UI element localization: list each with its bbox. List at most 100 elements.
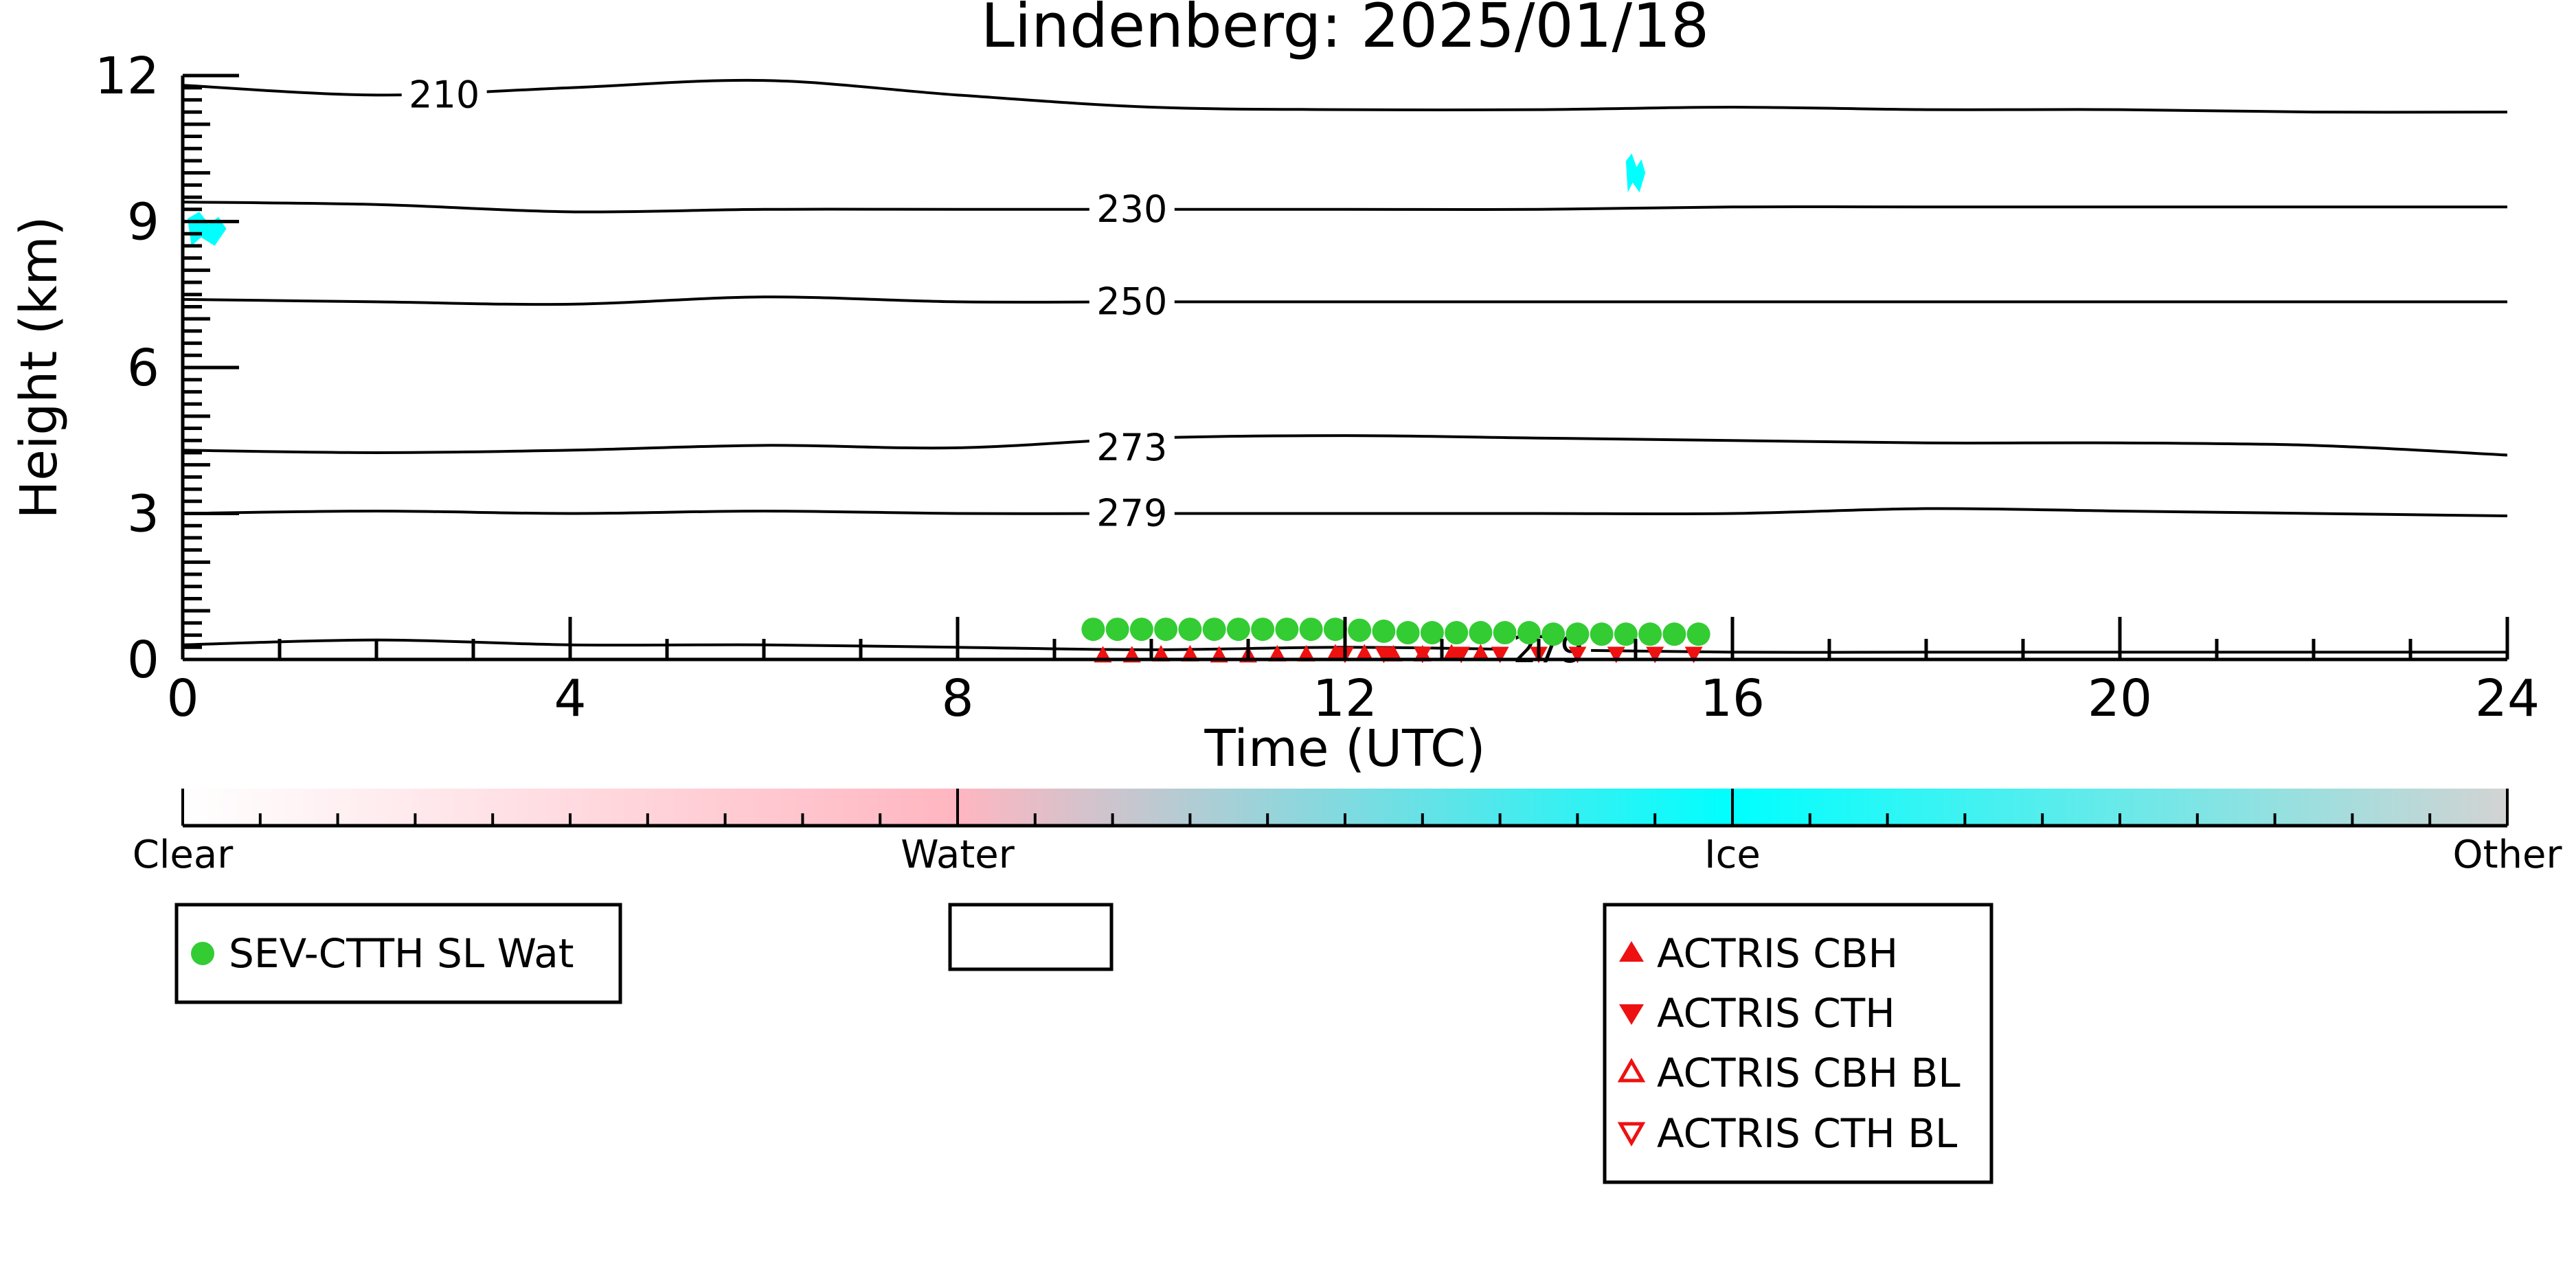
- y-axis-label: Height (km): [10, 216, 69, 519]
- x-tick-label: 12: [1313, 669, 1377, 728]
- legend-box: [1603, 903, 1993, 1184]
- marker-point: [1607, 646, 1625, 664]
- marker-point: [1590, 622, 1614, 646]
- contour-label-background: [1089, 493, 1175, 534]
- marker-point: [1355, 644, 1374, 661]
- contour-line-230: [183, 201, 2507, 214]
- y-tick-label: 12: [95, 47, 159, 106]
- marker-point: [1396, 621, 1420, 645]
- y-tick-label: 0: [127, 631, 159, 690]
- contour-label: 279: [1096, 492, 1167, 535]
- marker-point: [1541, 622, 1566, 646]
- marker-point: [1268, 644, 1287, 662]
- marker-point: [1105, 618, 1129, 642]
- colorbar-ticks: [181, 789, 2509, 826]
- legend-satellite: SEV-CTTH SL Wat: [174, 903, 622, 1004]
- colorbar-label: Other: [2452, 833, 2562, 877]
- contour-line-279: [183, 507, 2507, 518]
- contour-label-background: [401, 74, 487, 116]
- marker-point: [1202, 618, 1226, 642]
- contour-label-background: [1089, 427, 1175, 468]
- legend-entry: SEV-CTTH SL Wat: [229, 930, 574, 977]
- contour-line-210: [183, 78, 2507, 114]
- marker-point: [1568, 646, 1587, 664]
- marker-point: [1686, 622, 1710, 646]
- temperature-contours: [183, 78, 2507, 654]
- colorbar-labels: Clear Water Ice Other: [133, 833, 2563, 877]
- marker-point: [1384, 644, 1403, 662]
- y-tick-label: 3: [127, 485, 159, 544]
- x-tick-label: 20: [2088, 669, 2152, 728]
- marker-point: [1299, 618, 1323, 642]
- marker-point: [1226, 618, 1250, 642]
- contour-label: 273: [1096, 426, 1167, 469]
- legend-entry: ACTRIS CBH: [1657, 930, 1898, 977]
- marker-point: [1251, 618, 1275, 642]
- colorbar-label: Ice: [1704, 833, 1761, 877]
- y-ticks: 0 3 6 9 12: [95, 47, 239, 690]
- ice-cloud-patch: [1625, 153, 1646, 192]
- contour-label-background: [1089, 281, 1175, 323]
- phase-colorbar: Clear Water Ice Other: [133, 789, 2563, 877]
- marker-point: [1420, 621, 1444, 645]
- legend-entry: ACTRIS CTH BL: [1657, 1110, 1957, 1157]
- marker-point: [1181, 644, 1199, 662]
- marker-point: [1323, 618, 1347, 642]
- marker-point: [1152, 644, 1171, 662]
- legend-empty: [948, 903, 1114, 971]
- legend-box: [948, 903, 1114, 971]
- marker-point: [1326, 644, 1344, 661]
- marker-point: [1646, 646, 1664, 664]
- contour-label: 210: [409, 73, 479, 116]
- legend-actris: ACTRIS CBH ACTRIS CTH ACTRIS CBH BL ACTR…: [1603, 903, 1993, 1184]
- marker-point: [1154, 618, 1178, 642]
- marker-point: [1129, 618, 1153, 642]
- marker-point: [1297, 644, 1315, 662]
- x-tick-label: 0: [166, 669, 199, 728]
- marker-point: [1445, 621, 1469, 645]
- y-tick-label: 9: [127, 193, 159, 252]
- marker-point: [1452, 646, 1471, 664]
- marker-point: [1372, 619, 1396, 643]
- marker-point: [1662, 622, 1686, 646]
- marker-point: [1081, 618, 1105, 642]
- marker-point: [1684, 646, 1703, 664]
- marker-point: [1348, 618, 1372, 642]
- marker-point: [1375, 646, 1393, 664]
- marker-point: [1469, 621, 1493, 645]
- legend-marker-triangle-down-open: [1617, 1122, 1646, 1147]
- colorbar-label: Water: [901, 833, 1015, 877]
- contour-label-background: [1089, 188, 1175, 230]
- marker-point: [1275, 618, 1299, 642]
- axes: 0 4 8 12 16 20 24 0 3 6 9 12: [95, 47, 2540, 728]
- legend-marker-triangle-up: [1619, 941, 1644, 962]
- marker-point: [1566, 622, 1590, 646]
- marker-point: [1443, 644, 1461, 661]
- legend-box: [174, 903, 622, 1004]
- marker-point: [1491, 646, 1509, 664]
- x-tick-label: 8: [941, 669, 973, 728]
- marker-point: [1638, 622, 1662, 646]
- x-ticks: 0 4 8 12 16 20 24: [166, 617, 2540, 728]
- series-markers: [1081, 618, 1710, 664]
- legend-entry: ACTRIS CTH: [1657, 990, 1895, 1037]
- x-axis-label: Time (UTC): [1204, 719, 1485, 778]
- marker-point: [1493, 621, 1517, 645]
- contour-label: 250: [1096, 280, 1167, 323]
- ice-cloud-patch: [188, 212, 227, 246]
- marker-point: [1614, 622, 1638, 646]
- legend-marker-triangle-up-open: [1617, 1057, 1646, 1083]
- contour-line-273: [183, 434, 2507, 457]
- x-tick-label: 16: [1700, 669, 1765, 728]
- marker-point: [1471, 644, 1490, 661]
- legend-entry: ACTRIS CBH BL: [1657, 1050, 1961, 1096]
- colorbar-label: Clear: [133, 833, 234, 877]
- ice-patches: [188, 153, 1646, 246]
- legend-marker-triangle-down: [1619, 1004, 1644, 1025]
- marker-point: [1413, 646, 1432, 664]
- chart-title: Lindenberg: 2025/01/18: [981, 0, 1709, 61]
- legend-marker-circle: [191, 942, 214, 965]
